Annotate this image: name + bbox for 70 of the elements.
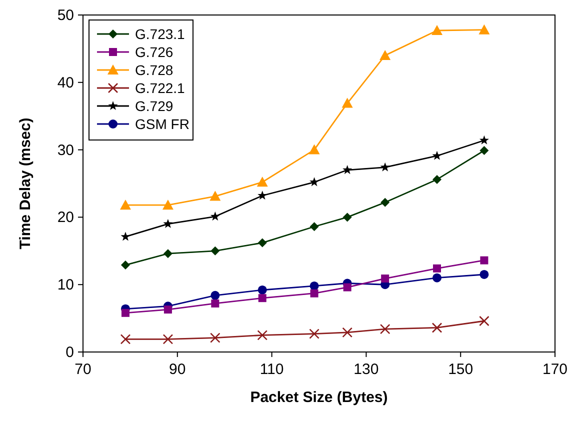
point xyxy=(432,322,442,333)
point xyxy=(310,222,319,232)
x-tick-label: 90 xyxy=(169,361,186,378)
point xyxy=(120,334,131,344)
point xyxy=(210,212,220,221)
point xyxy=(480,270,489,279)
point xyxy=(163,218,173,228)
point xyxy=(310,289,318,298)
legend-label: G.728 xyxy=(135,62,174,78)
point xyxy=(120,260,130,270)
x-tick-label: 130 xyxy=(354,361,379,378)
y-tick-label: 20 xyxy=(57,209,74,226)
point xyxy=(380,324,390,334)
point xyxy=(432,25,442,35)
point xyxy=(342,165,352,174)
point xyxy=(380,198,390,207)
point xyxy=(432,150,442,160)
point xyxy=(480,256,488,264)
point xyxy=(162,200,174,210)
point xyxy=(310,281,319,290)
y-tick-label: 50 xyxy=(57,7,74,24)
point xyxy=(258,190,268,200)
point xyxy=(310,177,320,186)
point xyxy=(479,135,489,144)
point xyxy=(210,332,220,343)
x-tick-label: 150 xyxy=(448,361,474,378)
point xyxy=(162,334,174,344)
point xyxy=(480,146,489,155)
point xyxy=(258,238,267,248)
point xyxy=(210,246,220,256)
point xyxy=(342,212,352,222)
point xyxy=(343,283,352,292)
x-axis-title: Packet Size (Bytes) xyxy=(250,389,388,406)
point xyxy=(163,249,172,258)
point xyxy=(257,330,268,340)
point xyxy=(258,294,266,302)
point xyxy=(210,290,220,300)
point xyxy=(380,50,391,60)
legend-label: GSM FR xyxy=(135,116,190,132)
point xyxy=(342,98,353,108)
point xyxy=(432,273,442,282)
point xyxy=(309,328,320,339)
y-tick-label: 0 xyxy=(66,344,74,361)
point xyxy=(258,285,267,294)
point xyxy=(210,190,221,201)
y-axis-title: Time Delay (msec) xyxy=(17,118,34,250)
point xyxy=(478,24,490,34)
point xyxy=(380,162,390,172)
point xyxy=(164,306,172,314)
point xyxy=(432,174,442,184)
legend-label: G.726 xyxy=(135,44,174,60)
y-tick-label: 30 xyxy=(57,142,74,159)
point xyxy=(256,176,268,187)
point xyxy=(120,200,131,210)
x-tick-label: 70 xyxy=(74,361,92,378)
y-tick-label: 40 xyxy=(57,74,74,92)
legend-label: G.723.1 xyxy=(135,26,186,42)
point xyxy=(121,308,130,317)
x-tick-label: 170 xyxy=(542,361,568,378)
point xyxy=(308,144,320,154)
y-tick-label: 10 xyxy=(57,276,74,294)
point xyxy=(479,316,490,326)
point xyxy=(211,299,220,308)
point xyxy=(381,274,390,283)
point xyxy=(120,232,130,241)
point xyxy=(433,264,441,272)
legend-label: G.722.1 xyxy=(135,80,186,96)
legend-label: G.729 xyxy=(135,98,174,114)
point xyxy=(342,327,352,338)
x-tick-label: 110 xyxy=(260,361,284,378)
